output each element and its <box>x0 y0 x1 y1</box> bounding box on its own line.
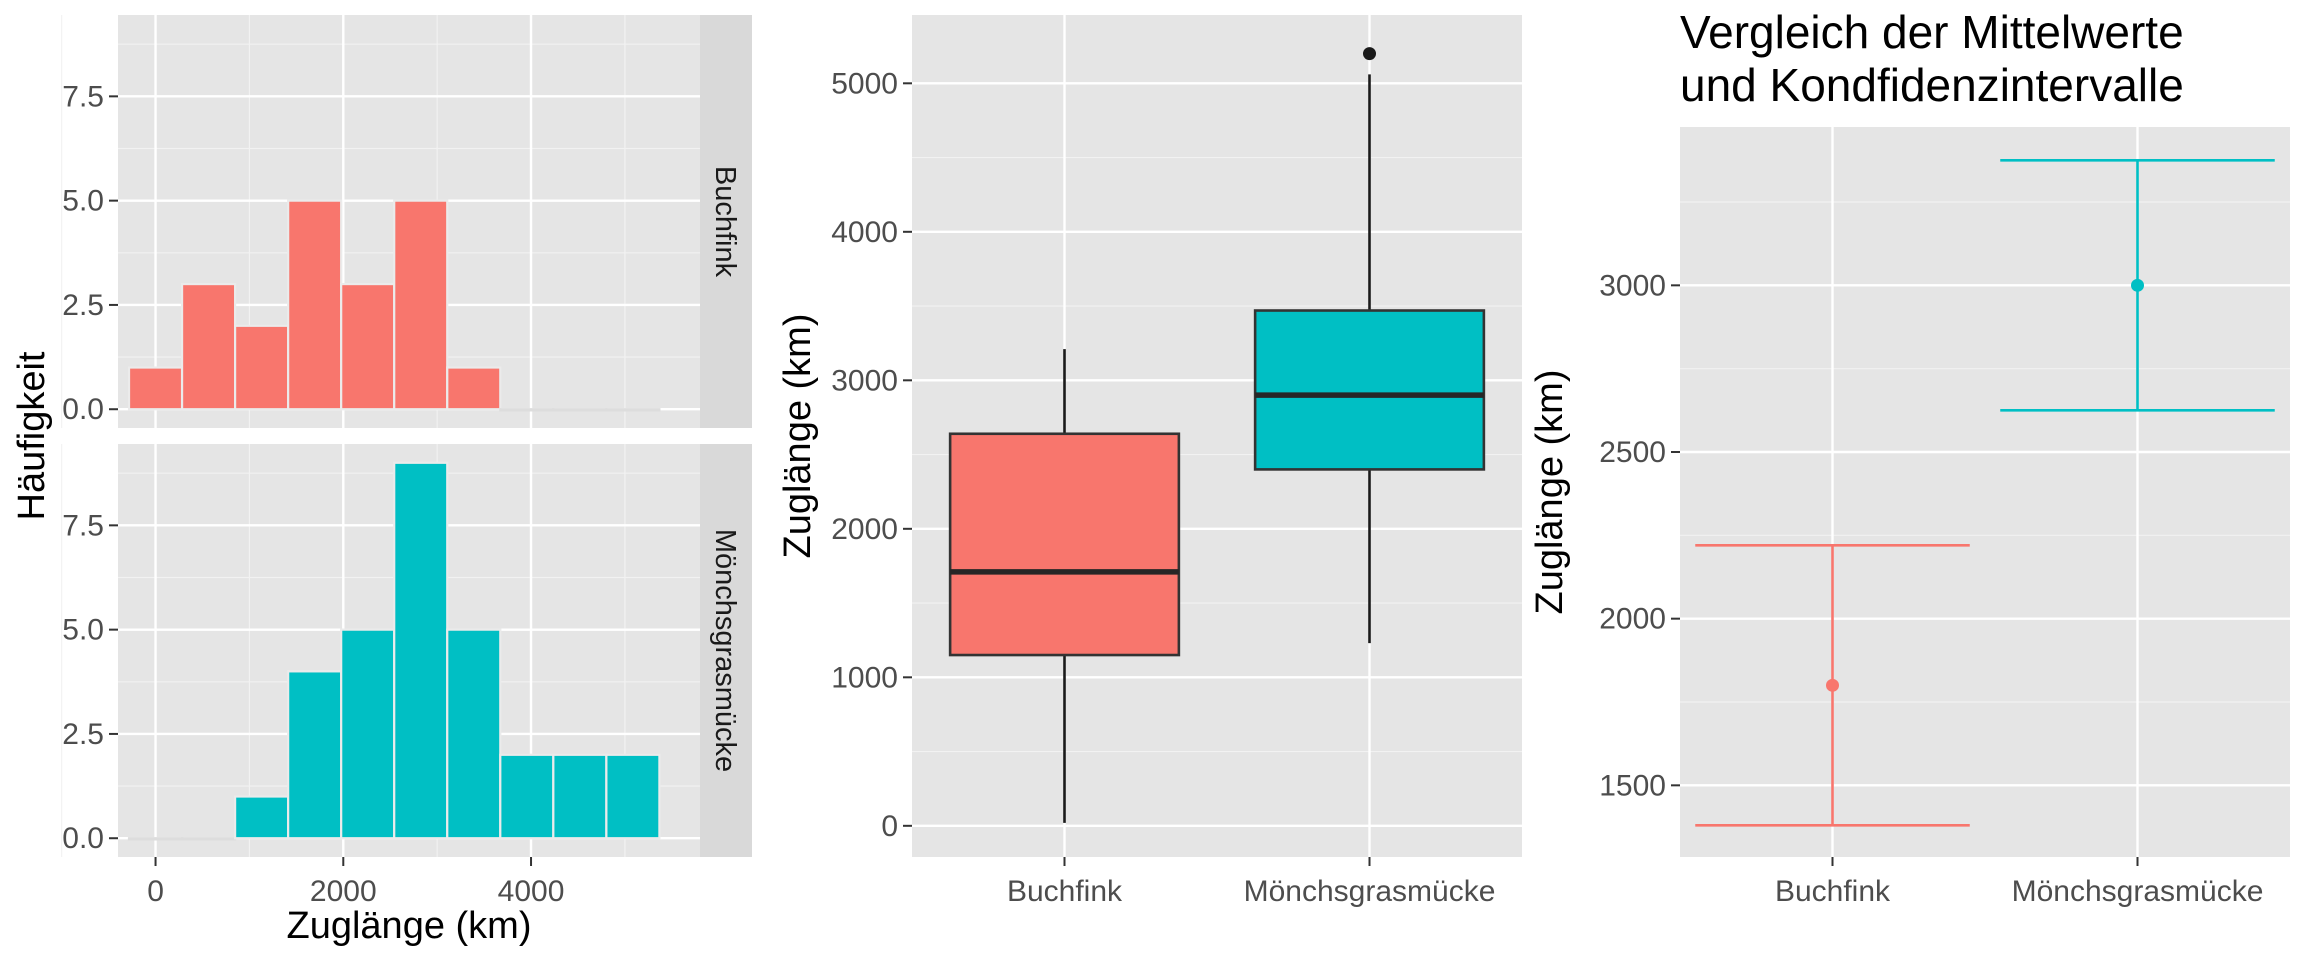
x-tick-label: 0 <box>147 875 164 908</box>
y-tick-label: 2000 <box>1599 603 1666 636</box>
y-tick-label: 4000 <box>831 216 898 249</box>
y-tick-label: 0.0 <box>62 822 104 855</box>
y-tick-label: 5000 <box>831 67 898 100</box>
histogram-bar <box>180 837 237 841</box>
x-tick-label: Buchfink <box>1775 875 1891 908</box>
y-tick-label: 1000 <box>831 661 898 694</box>
histogram-bar <box>499 753 555 840</box>
histogram-bar <box>393 461 449 840</box>
errorbar-buchfink <box>1695 544 1970 827</box>
histogram-bar <box>605 753 661 840</box>
facet-strip <box>700 15 752 428</box>
box-moenchsgrasmuecke <box>1253 47 1486 644</box>
x-tick-label: Buchfink <box>1007 875 1123 908</box>
histogram-bar <box>234 795 290 840</box>
facet-strip <box>700 444 752 857</box>
box-buchfink <box>948 349 1181 823</box>
y-tick-label: 2500 <box>1599 436 1666 469</box>
panel-background <box>1680 127 2290 857</box>
histogram-bar <box>180 282 237 411</box>
histogram-bar <box>234 324 290 411</box>
errorbar-moenchsgrasmuecke <box>2000 159 2275 412</box>
histogram-bar <box>605 408 661 412</box>
mean-point <box>1826 678 1839 692</box>
histogram-bar <box>287 199 343 411</box>
x-axis-title: Zuglänge (km) <box>287 905 532 947</box>
y-tick-label: 5.0 <box>62 185 104 218</box>
facet-buchfink: 0.0 2.5 5.0 7.5 Buchfink <box>61 15 752 428</box>
histogram-bar <box>287 670 343 840</box>
y-tick-label: 5.0 <box>62 614 104 647</box>
chart-title-line: und Kondfidenzintervalle <box>1680 59 2184 111</box>
mean-point <box>2131 278 2144 292</box>
histogram-bar <box>552 753 608 840</box>
y-tick-label: 2000 <box>831 513 898 546</box>
box-iqr <box>948 432 1181 657</box>
y-axis-title: Zuglänge (km) <box>777 314 819 559</box>
y-tick-label: 2.5 <box>62 718 104 751</box>
boxplot-panel: 0 1000 2000 3000 4000 5000 Buchfink Mönchsgrasm… <box>777 15 1522 908</box>
x-tick-label: Mönchsgrasmücke <box>1244 875 1496 908</box>
outlier-point <box>1363 47 1376 61</box>
x-tick-label: 4000 <box>498 875 565 908</box>
y-tick-label: 2.5 <box>62 289 104 322</box>
facet-moenchsgrasmuecke: 0.0 2.5 5.0 7.5 Mönchsgrasmücke <box>61 444 752 857</box>
histogram-panel: 0.0 2.5 5.0 7.5 Buchfink 0.0 2.5 5.0 7.5 Mönchsgr… <box>11 15 752 947</box>
chart-title-line: Vergleich der Mittelwerte <box>1680 6 2184 58</box>
histogram-bar <box>340 282 396 411</box>
histogram-bar <box>393 199 449 411</box>
y-tick-label: 7.5 <box>62 509 104 542</box>
y-axis-title: Zuglänge (km) <box>1529 370 1571 615</box>
y-tick-label: 7.5 <box>62 80 104 113</box>
histogram-bar <box>499 408 555 412</box>
y-tick-label: 3000 <box>1599 269 1666 302</box>
facet-strip-label: Mönchsgrasmücke <box>709 529 741 772</box>
y-tick-label: 3000 <box>831 364 898 397</box>
histogram-bar <box>446 628 502 840</box>
y-tick-label: 0.0 <box>62 393 104 426</box>
histogram-bar <box>127 366 184 411</box>
histogram-bar <box>340 628 396 840</box>
histogram-bar <box>552 408 608 412</box>
y-tick-label: 0 <box>881 810 898 843</box>
y-axis-title: Häufigkeit <box>11 351 53 520</box>
histogram-bar <box>127 837 184 841</box>
facet-strip-label: Buchfink <box>709 166 741 278</box>
histogram-bar <box>446 366 502 411</box>
y-tick-label: 1500 <box>1599 769 1666 802</box>
x-tick-label: 2000 <box>310 875 377 908</box>
x-tick-label: Mönchsgrasmücke <box>2012 875 2264 908</box>
box-iqr <box>1253 309 1486 471</box>
